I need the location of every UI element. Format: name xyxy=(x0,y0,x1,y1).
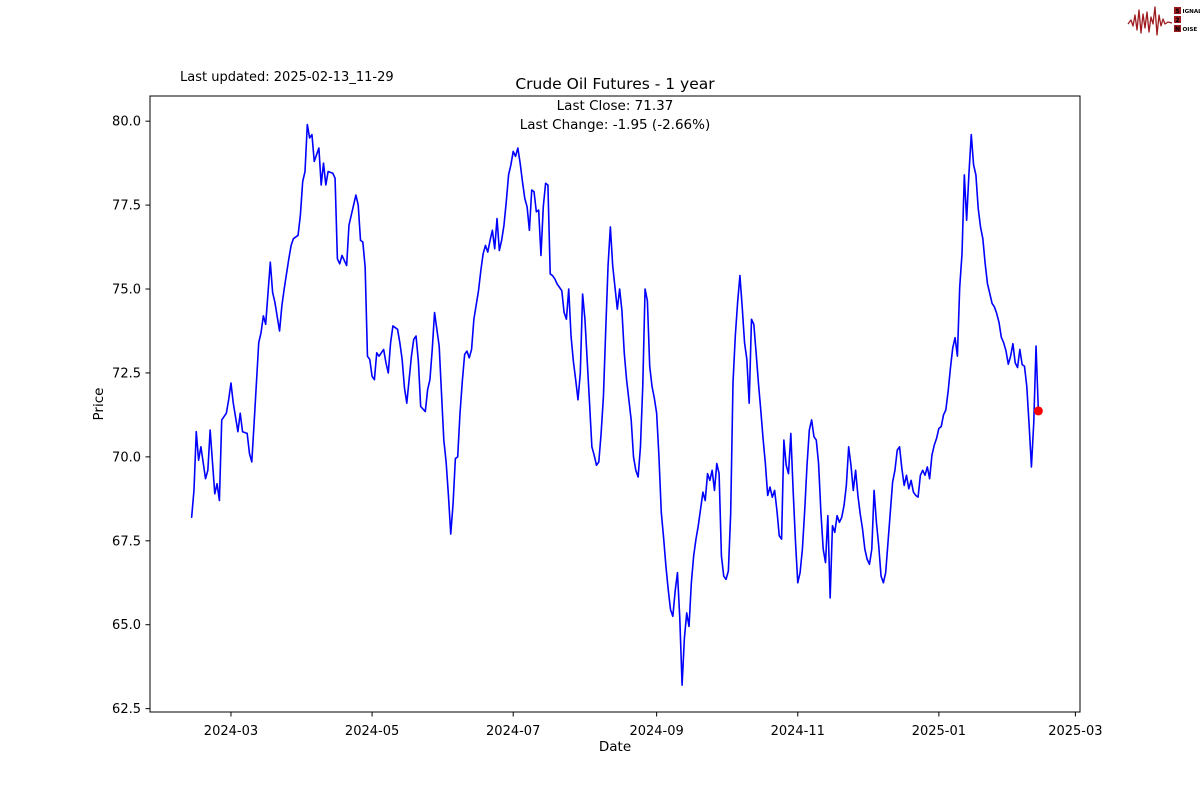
y-tick-label: 80.0 xyxy=(112,115,141,130)
logo-word-2: 2 xyxy=(1174,16,1181,24)
logo-letterbox-2 xyxy=(1174,16,1181,23)
signal2noise-logo: S IGNAL 2 N OISE xyxy=(1127,6,1200,36)
logo-initial-s: S xyxy=(1175,8,1179,15)
y-tick-label: 62.5 xyxy=(112,702,141,717)
y-tick-label: 72.5 xyxy=(112,366,141,381)
logo-rest-oise: OISE xyxy=(1183,27,1198,33)
logo-word-signal: S IGNAL xyxy=(1174,7,1200,15)
logo-rest-ignal: IGNAL xyxy=(1183,9,1200,15)
y-tick-label: 70.0 xyxy=(112,450,141,465)
logo-letterbox-s xyxy=(1174,7,1181,14)
x-axis-label: Date xyxy=(599,739,631,755)
y-tick-label: 77.5 xyxy=(112,199,141,214)
annotation-last-close: Last Close: 71.37 xyxy=(557,98,674,114)
annotation-last-change: Last Change: -1.95 (-2.66%) xyxy=(520,117,710,133)
x-tick-label: 2024-09 xyxy=(629,724,683,739)
logo-word-noise: N OISE xyxy=(1174,25,1197,33)
last-updated-label: Last updated: 2025-02-13_11-29 xyxy=(180,70,394,85)
y-tick-label: 67.5 xyxy=(112,534,141,549)
logo-initial-n: N xyxy=(1175,26,1180,33)
axis-ticks: 2024-03 2024-05 2024-07 2024-09 2024-11 2025-… xyxy=(112,115,1102,739)
x-tick-label: 2025-01 xyxy=(912,724,966,739)
price-line xyxy=(190,123,1040,686)
x-tick-label: 2025-03 xyxy=(1048,724,1102,739)
last-close-marker xyxy=(1033,406,1043,416)
x-tick-label: 2024-05 xyxy=(345,724,399,739)
price-line-series xyxy=(190,123,1043,686)
y-axis-label: Price xyxy=(91,388,107,421)
x-tick-label: 2024-03 xyxy=(204,724,258,739)
plot-area xyxy=(149,95,1081,713)
ecg-waveform-icon xyxy=(1127,6,1173,36)
chart-title: Crude Oil Futures - 1 year xyxy=(515,75,715,93)
y-tick-label: 75.0 xyxy=(112,283,141,298)
logo-letterbox-n xyxy=(1174,25,1181,32)
x-tick-label: 2024-07 xyxy=(486,724,540,739)
y-tick-label: 65.0 xyxy=(112,618,141,633)
x-tick-label: 2024-11 xyxy=(771,724,825,739)
logo-digit-2: 2 xyxy=(1175,17,1179,24)
